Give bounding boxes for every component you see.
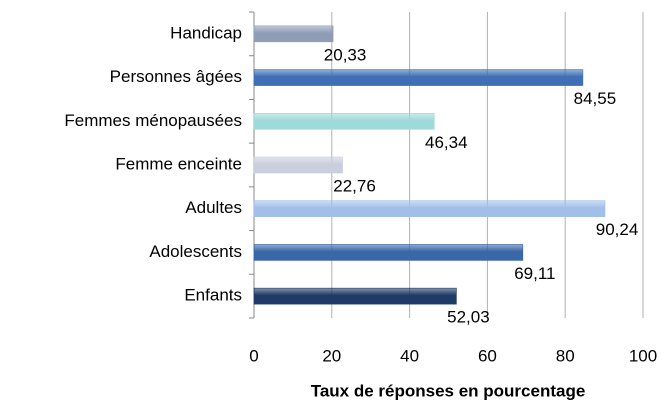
value-label: 20,33	[324, 45, 367, 64]
x-tick-label: 20	[322, 346, 341, 365]
x-tick-label: 0	[249, 346, 258, 365]
value-label: 52,03	[447, 308, 490, 327]
y-tick-label: Enfants	[184, 286, 242, 305]
value-label: 84,55	[574, 89, 617, 108]
value-label: 46,34	[425, 133, 468, 152]
bar	[253, 69, 584, 86]
y-tick-label: Adolescents	[149, 242, 242, 261]
bar	[253, 244, 524, 261]
value-label: 22,76	[333, 176, 376, 195]
y-tick-label: Handicap	[170, 23, 242, 42]
bar	[253, 287, 457, 305]
value-label: 69,11	[514, 264, 555, 283]
bar	[253, 25, 334, 43]
y-tick-label: Femmes ménopausées	[64, 111, 242, 130]
y-tick-label: Personnes âgées	[110, 67, 242, 86]
bar	[253, 112, 435, 130]
y-tick-label: Adultes	[185, 198, 242, 217]
x-tick-label: 100	[629, 346, 657, 365]
x-tick-label: 60	[478, 346, 497, 365]
x-tick-label: 40	[400, 346, 419, 365]
bar	[253, 156, 343, 174]
y-tick-label: Femme enceinte	[115, 154, 242, 173]
bar	[253, 200, 606, 218]
x-axis-label: Taux de réponses en pourcentage	[311, 381, 586, 400]
x-tick-label: 80	[556, 346, 575, 365]
value-label: 90,24	[596, 220, 639, 239]
